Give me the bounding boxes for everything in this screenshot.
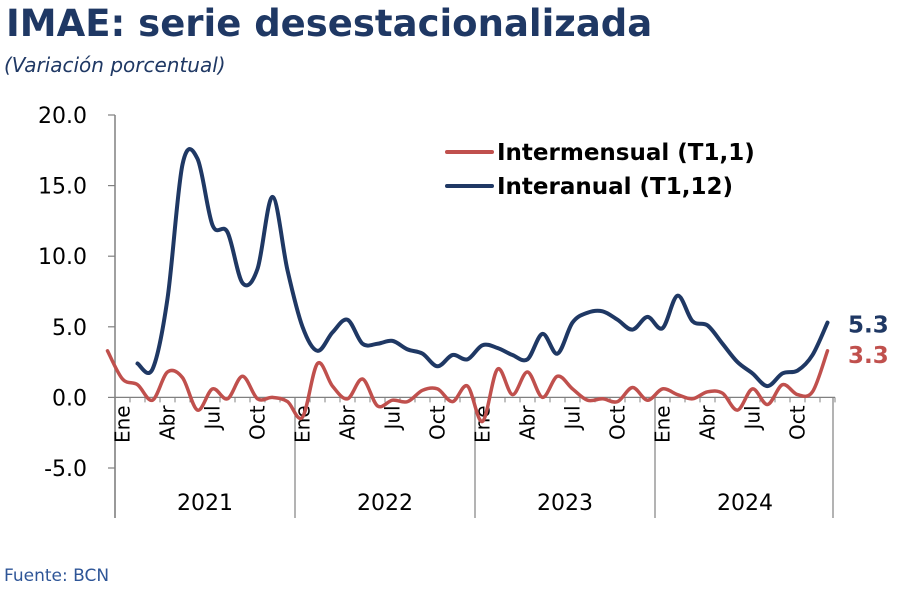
x-tick-label: Ene <box>111 405 135 443</box>
x-tick-label: Abr <box>696 405 720 440</box>
series-line-intermensual <box>105 349 830 424</box>
x-tick-label: Oct <box>426 405 450 440</box>
y-tick-label: 0.0 <box>52 386 87 411</box>
end-value-label: 3.3 <box>848 343 889 369</box>
series-line-interanual <box>135 147 830 389</box>
end-value-label: 5.3 <box>848 313 889 339</box>
x-tick-label: Ene <box>471 405 495 443</box>
y-tick-label: 5.0 <box>52 316 87 341</box>
end-labels: 3.35.3 <box>848 313 889 369</box>
y-tick-label: 15.0 <box>38 175 87 200</box>
x-tick-label: Jul <box>201 405 225 431</box>
y-tick-label: 20.0 <box>38 104 87 129</box>
year-label: 2023 <box>537 491 593 516</box>
source-note: Fuente: BCN <box>4 566 110 586</box>
chart-ticks: 20.0 15.0 10.0 5.0 0.0 -5.0 Ene Abr Jul Oct Ene Abr… <box>38 104 836 516</box>
chart-subtitle: (Variación porcentual) <box>4 53 226 77</box>
y-tick-label: 10.0 <box>38 245 87 270</box>
x-tick-label: Oct <box>246 405 270 440</box>
x-tick-label: Abr <box>156 405 180 440</box>
x-tick-label: Jul <box>381 405 405 431</box>
chart-lines <box>105 147 830 424</box>
year-label: 2024 <box>717 491 773 516</box>
chart-title: IMAE: serie desestacionalizada <box>6 2 653 45</box>
x-tick-label: Oct <box>786 405 810 440</box>
x-tick-label: Jul <box>561 405 585 431</box>
legend-label: Interanual (T1,12) <box>497 174 733 200</box>
x-tick-label: Abr <box>336 405 360 440</box>
chart-legend: Intermensual (T1,1) Interanual (T1,12) <box>445 140 755 200</box>
year-label: 2022 <box>357 491 413 516</box>
legend-label: Intermensual (T1,1) <box>497 140 755 166</box>
x-tick-label: Ene <box>651 405 675 443</box>
x-tick-label: Abr <box>516 405 540 440</box>
y-tick-label: -5.0 <box>44 457 87 482</box>
x-tick-label: Jul <box>741 405 765 431</box>
x-tick-label: Oct <box>606 405 630 440</box>
year-label: 2021 <box>177 491 233 516</box>
